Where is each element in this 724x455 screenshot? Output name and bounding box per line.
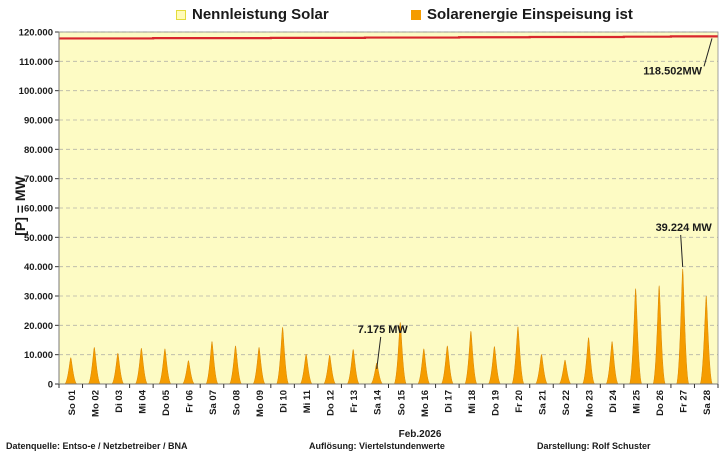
solar-peak-28 [699, 295, 713, 385]
x-tick-label: Mi 18 [467, 390, 478, 414]
footer-author: Darstellung: Rolf Schuster [537, 441, 651, 451]
x-tick-label: Mi 04 [137, 389, 148, 413]
footer-resolution: Auflösung: Viertelstundenwerte [309, 441, 445, 451]
solar-peak-9 [252, 347, 266, 385]
x-tick-label: Fr 20 [514, 390, 525, 413]
y-tick-label: 90.000 [24, 116, 53, 127]
capacity-line [59, 35, 718, 40]
footer-source: Datenquelle: Entso-e / Netzbetreiber / B… [6, 441, 188, 451]
x-tick-label: Mi 11 [302, 389, 313, 413]
x-tick-label: Fr 06 [184, 390, 195, 413]
annotation-2-label: 7.175 MW [358, 324, 409, 336]
solar-peak-18 [464, 330, 478, 385]
x-tick-label: Di 10 [279, 390, 290, 413]
y-tick-label: 40.000 [24, 262, 53, 273]
solar-peak-25 [629, 288, 643, 385]
annotation-3-leader [680, 234, 684, 267]
x-tick-label: Fr 13 [349, 390, 360, 413]
solar-peak-19 [487, 346, 502, 385]
x-tick-label: So 01 [67, 389, 78, 415]
solar-peak-20 [511, 326, 525, 385]
x-tick-label: Mo 23 [585, 390, 596, 417]
annotation-3-label: 39.224 MW [656, 222, 713, 234]
solar-peak-17 [440, 345, 454, 385]
y-tick-label: 50.000 [24, 233, 53, 244]
y-tick-label: 120.000 [19, 28, 53, 39]
solar-peak-2 [87, 347, 101, 385]
x-tick-label: Sa 07 [208, 390, 219, 415]
legend-swatch-solar-feed-in [411, 9, 421, 20]
y-tick-label: 30.000 [24, 292, 53, 303]
annotation-2-leader [376, 336, 382, 370]
y-tick-label: 20.000 [24, 321, 53, 332]
x-tick-label: Do 19 [490, 390, 501, 416]
x-tick-label: So 22 [561, 390, 572, 415]
y-tick-label: 100.000 [19, 86, 53, 97]
solar-peak-5 [158, 348, 172, 385]
x-tick-label: Do 26 [655, 390, 666, 416]
solar-peak-10 [275, 327, 290, 385]
x-tick-label: Do 12 [326, 390, 337, 416]
solar-peak-13 [346, 349, 360, 385]
solar-peak-3 [111, 352, 125, 385]
annotation-1-leader [703, 38, 713, 67]
solar-peak-15 [393, 322, 407, 385]
solar-peak-7 [205, 341, 219, 385]
legend-label-capacity: Nennleistung Solar [192, 6, 329, 23]
x-tick-label: Do 05 [161, 389, 172, 416]
x-tick-label: Sa 14 [373, 389, 384, 415]
legend-swatch-capacity [176, 9, 186, 20]
solar-peak-11 [299, 353, 313, 385]
y-axis-label: [P] = MW [12, 176, 28, 236]
x-tick-label: Sa 21 [537, 389, 548, 415]
x-tick-label: Di 17 [443, 390, 454, 413]
x-tick-label: So 08 [232, 390, 243, 415]
legend-label-solar-feed-in: Solarenergie Einspeisung ist [427, 6, 633, 23]
solar-peak-16 [417, 348, 431, 385]
x-tick-label: So 15 [396, 389, 407, 415]
x-tick-label: Fr 27 [679, 390, 690, 413]
annotation-1-label: 118.502MW [643, 65, 702, 77]
solar-peak-14 [370, 362, 384, 385]
solar-peak-26 [652, 285, 666, 385]
y-tick-label: 110.000 [19, 57, 53, 68]
solar-peak-21 [534, 354, 549, 385]
x-tick-label: Mo 16 [420, 390, 431, 417]
y-tick-label: 0 [48, 380, 53, 391]
legend-item-capacity: Nennleistung Solar [176, 6, 329, 23]
solar-peak-8 [228, 345, 243, 385]
y-tick-label: 70.000 [24, 174, 53, 185]
x-tick-label: Mo 09 [255, 390, 266, 417]
solar-peak-6 [181, 360, 196, 385]
y-tick-label: 80.000 [24, 145, 53, 156]
solar-peak-22 [558, 359, 572, 385]
x-tick-label: Mi 25 [632, 389, 643, 413]
solar-peak-1 [64, 357, 78, 385]
y-tick-label: 60.000 [24, 204, 53, 215]
solar-peak-27 [676, 268, 690, 385]
x-tick-label: Mo 02 [90, 390, 101, 417]
x-tick-label: Di 03 [114, 390, 125, 413]
solar-peak-23 [581, 337, 596, 385]
x-tick-label: Sa 28 [702, 390, 713, 415]
solar-peak-4 [134, 347, 148, 385]
solar-peak-24 [605, 341, 619, 385]
x-tick-label: Di 24 [608, 389, 619, 412]
y-tick-label: 10.000 [24, 350, 53, 361]
solar-peak-12 [323, 355, 337, 385]
chart-legend: Nennleistung Solar Solarenergie Einspeis… [0, 6, 724, 28]
legend-item-solar-feed-in: Solarenergie Einspeisung ist [411, 6, 633, 23]
x-axis-label: Feb.2026 [398, 429, 442, 440]
